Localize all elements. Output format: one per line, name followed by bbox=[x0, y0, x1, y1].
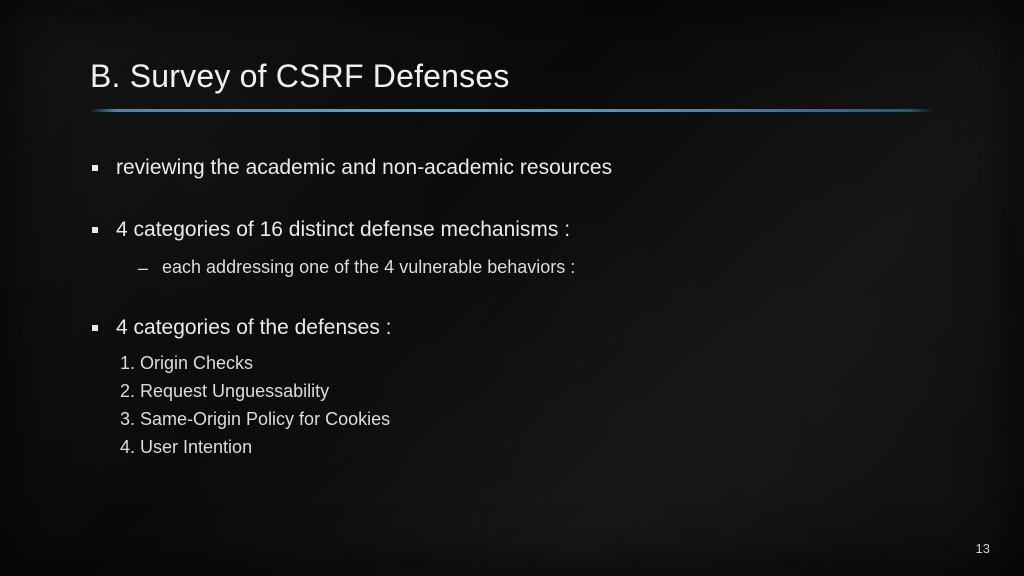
page-number: 13 bbox=[976, 541, 990, 556]
numbered-list: 1. Origin Checks 2. Request Unguessabili… bbox=[116, 350, 934, 462]
square-bullet-icon bbox=[92, 325, 98, 331]
title-underline bbox=[90, 109, 934, 112]
slide: B. Survey of CSRF Defenses reviewing the… bbox=[0, 0, 1024, 576]
dash-icon: – bbox=[138, 256, 148, 280]
square-bullet-icon bbox=[92, 165, 98, 171]
bullet-item: 4 categories of the defenses : 1. Origin… bbox=[92, 314, 934, 462]
bullet-item: reviewing the academic and non-academic … bbox=[92, 154, 934, 182]
list-item: 2. Request Unguessability bbox=[120, 378, 934, 406]
bullet-text: 4 categories of 16 distinct defense mech… bbox=[116, 218, 570, 241]
slide-title: B. Survey of CSRF Defenses bbox=[90, 58, 934, 95]
sub-bullet-text: each addressing one of the 4 vulnerable … bbox=[162, 255, 575, 279]
bullet-text: 4 categories of the defenses : bbox=[116, 316, 392, 339]
bullet-item: 4 categories of 16 distinct defense mech… bbox=[92, 216, 934, 280]
square-bullet-icon bbox=[92, 227, 98, 233]
list-item: 4. User Intention bbox=[120, 434, 934, 462]
list-item: 3. Same-Origin Policy for Cookies bbox=[120, 406, 934, 434]
slide-body: reviewing the academic and non-academic … bbox=[90, 154, 934, 462]
list-item: 1. Origin Checks bbox=[120, 350, 934, 378]
sub-bullet: – each addressing one of the 4 vulnerabl… bbox=[116, 255, 934, 280]
bullet-text: reviewing the academic and non-academic … bbox=[116, 156, 612, 179]
